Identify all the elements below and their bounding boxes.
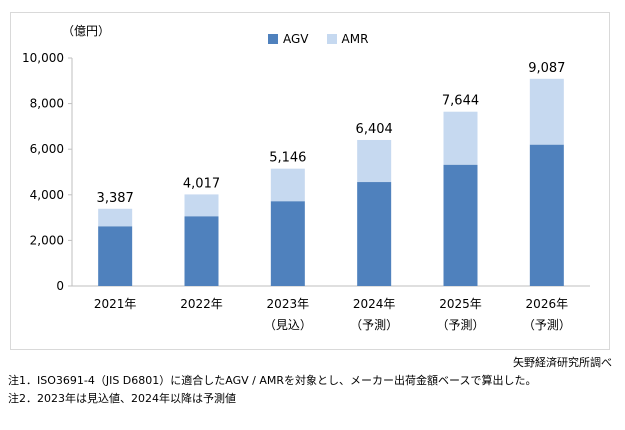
legend-swatch-agv bbox=[268, 34, 278, 44]
bar-amr-4 bbox=[443, 111, 478, 165]
x-tick-label: 2026年 bbox=[526, 297, 569, 311]
x-tick-sublabel: （予測） bbox=[523, 318, 571, 332]
y-tick-label: 6,000 bbox=[30, 142, 64, 156]
x-tick-label: 2023年 bbox=[267, 297, 310, 311]
source-credit: 矢野経済研究所調べ bbox=[513, 356, 612, 369]
chart-frame bbox=[10, 12, 610, 350]
bar-agv-4 bbox=[443, 164, 478, 286]
bar-agv-3 bbox=[357, 182, 392, 286]
x-tick-sublabel: （予測） bbox=[436, 318, 484, 332]
bar-amr-0 bbox=[98, 208, 133, 227]
y-tick-label: 0 bbox=[56, 279, 64, 293]
x-tick-label: 2024年 bbox=[353, 297, 396, 311]
bar-amr-5 bbox=[529, 78, 564, 145]
bar-amr-2 bbox=[270, 168, 305, 202]
legend-label-agv: AGV bbox=[283, 32, 309, 46]
y-tick-label: 4,000 bbox=[30, 188, 64, 202]
x-tick-label: 2022年 bbox=[180, 297, 223, 311]
x-tick-sublabel: （見込） bbox=[264, 318, 312, 332]
legend: AGV AMR bbox=[268, 32, 368, 46]
x-tick-label: 2025年 bbox=[439, 297, 482, 311]
x-tick-sublabel: （予測） bbox=[350, 318, 398, 332]
total-label: 4,017 bbox=[183, 176, 220, 191]
y-tick-label: 8,000 bbox=[30, 97, 64, 111]
bar-agv-5 bbox=[529, 144, 564, 286]
unit-label: （億円） bbox=[62, 24, 111, 38]
legend-label-amr: AMR bbox=[341, 32, 369, 46]
legend-item-amr: AMR bbox=[326, 32, 369, 46]
y-tick-label: 10,000 bbox=[22, 51, 64, 65]
total-label: 9,087 bbox=[528, 61, 565, 76]
note-2: 注2．2023年は見込値、2024年以降は予測値 bbox=[8, 392, 236, 405]
total-label: 5,146 bbox=[269, 151, 306, 166]
bar-amr-3 bbox=[357, 139, 392, 183]
x-tick-label: 2021年 bbox=[94, 297, 137, 311]
legend-swatch-amr bbox=[326, 34, 337, 44]
note-1: 注1．ISO3691-4（JIS D6801）に適合したAGV / AMRを対象… bbox=[8, 374, 537, 387]
y-tick-label: 2,000 bbox=[30, 233, 64, 247]
bar-agv-2 bbox=[270, 201, 305, 286]
total-label: 7,644 bbox=[442, 94, 479, 109]
stacked-bar-chart: 0 2,000 4,000 6,000 8,000 10,000 3,387 2021年 4,0… bbox=[22, 51, 590, 332]
total-label: 3,387 bbox=[97, 191, 134, 206]
legend-item-agv: AGV bbox=[268, 32, 309, 46]
bar-agv-1 bbox=[184, 216, 219, 286]
bar-amr-1 bbox=[184, 194, 219, 217]
total-label: 6,404 bbox=[356, 122, 393, 137]
bar-agv-0 bbox=[98, 226, 133, 286]
